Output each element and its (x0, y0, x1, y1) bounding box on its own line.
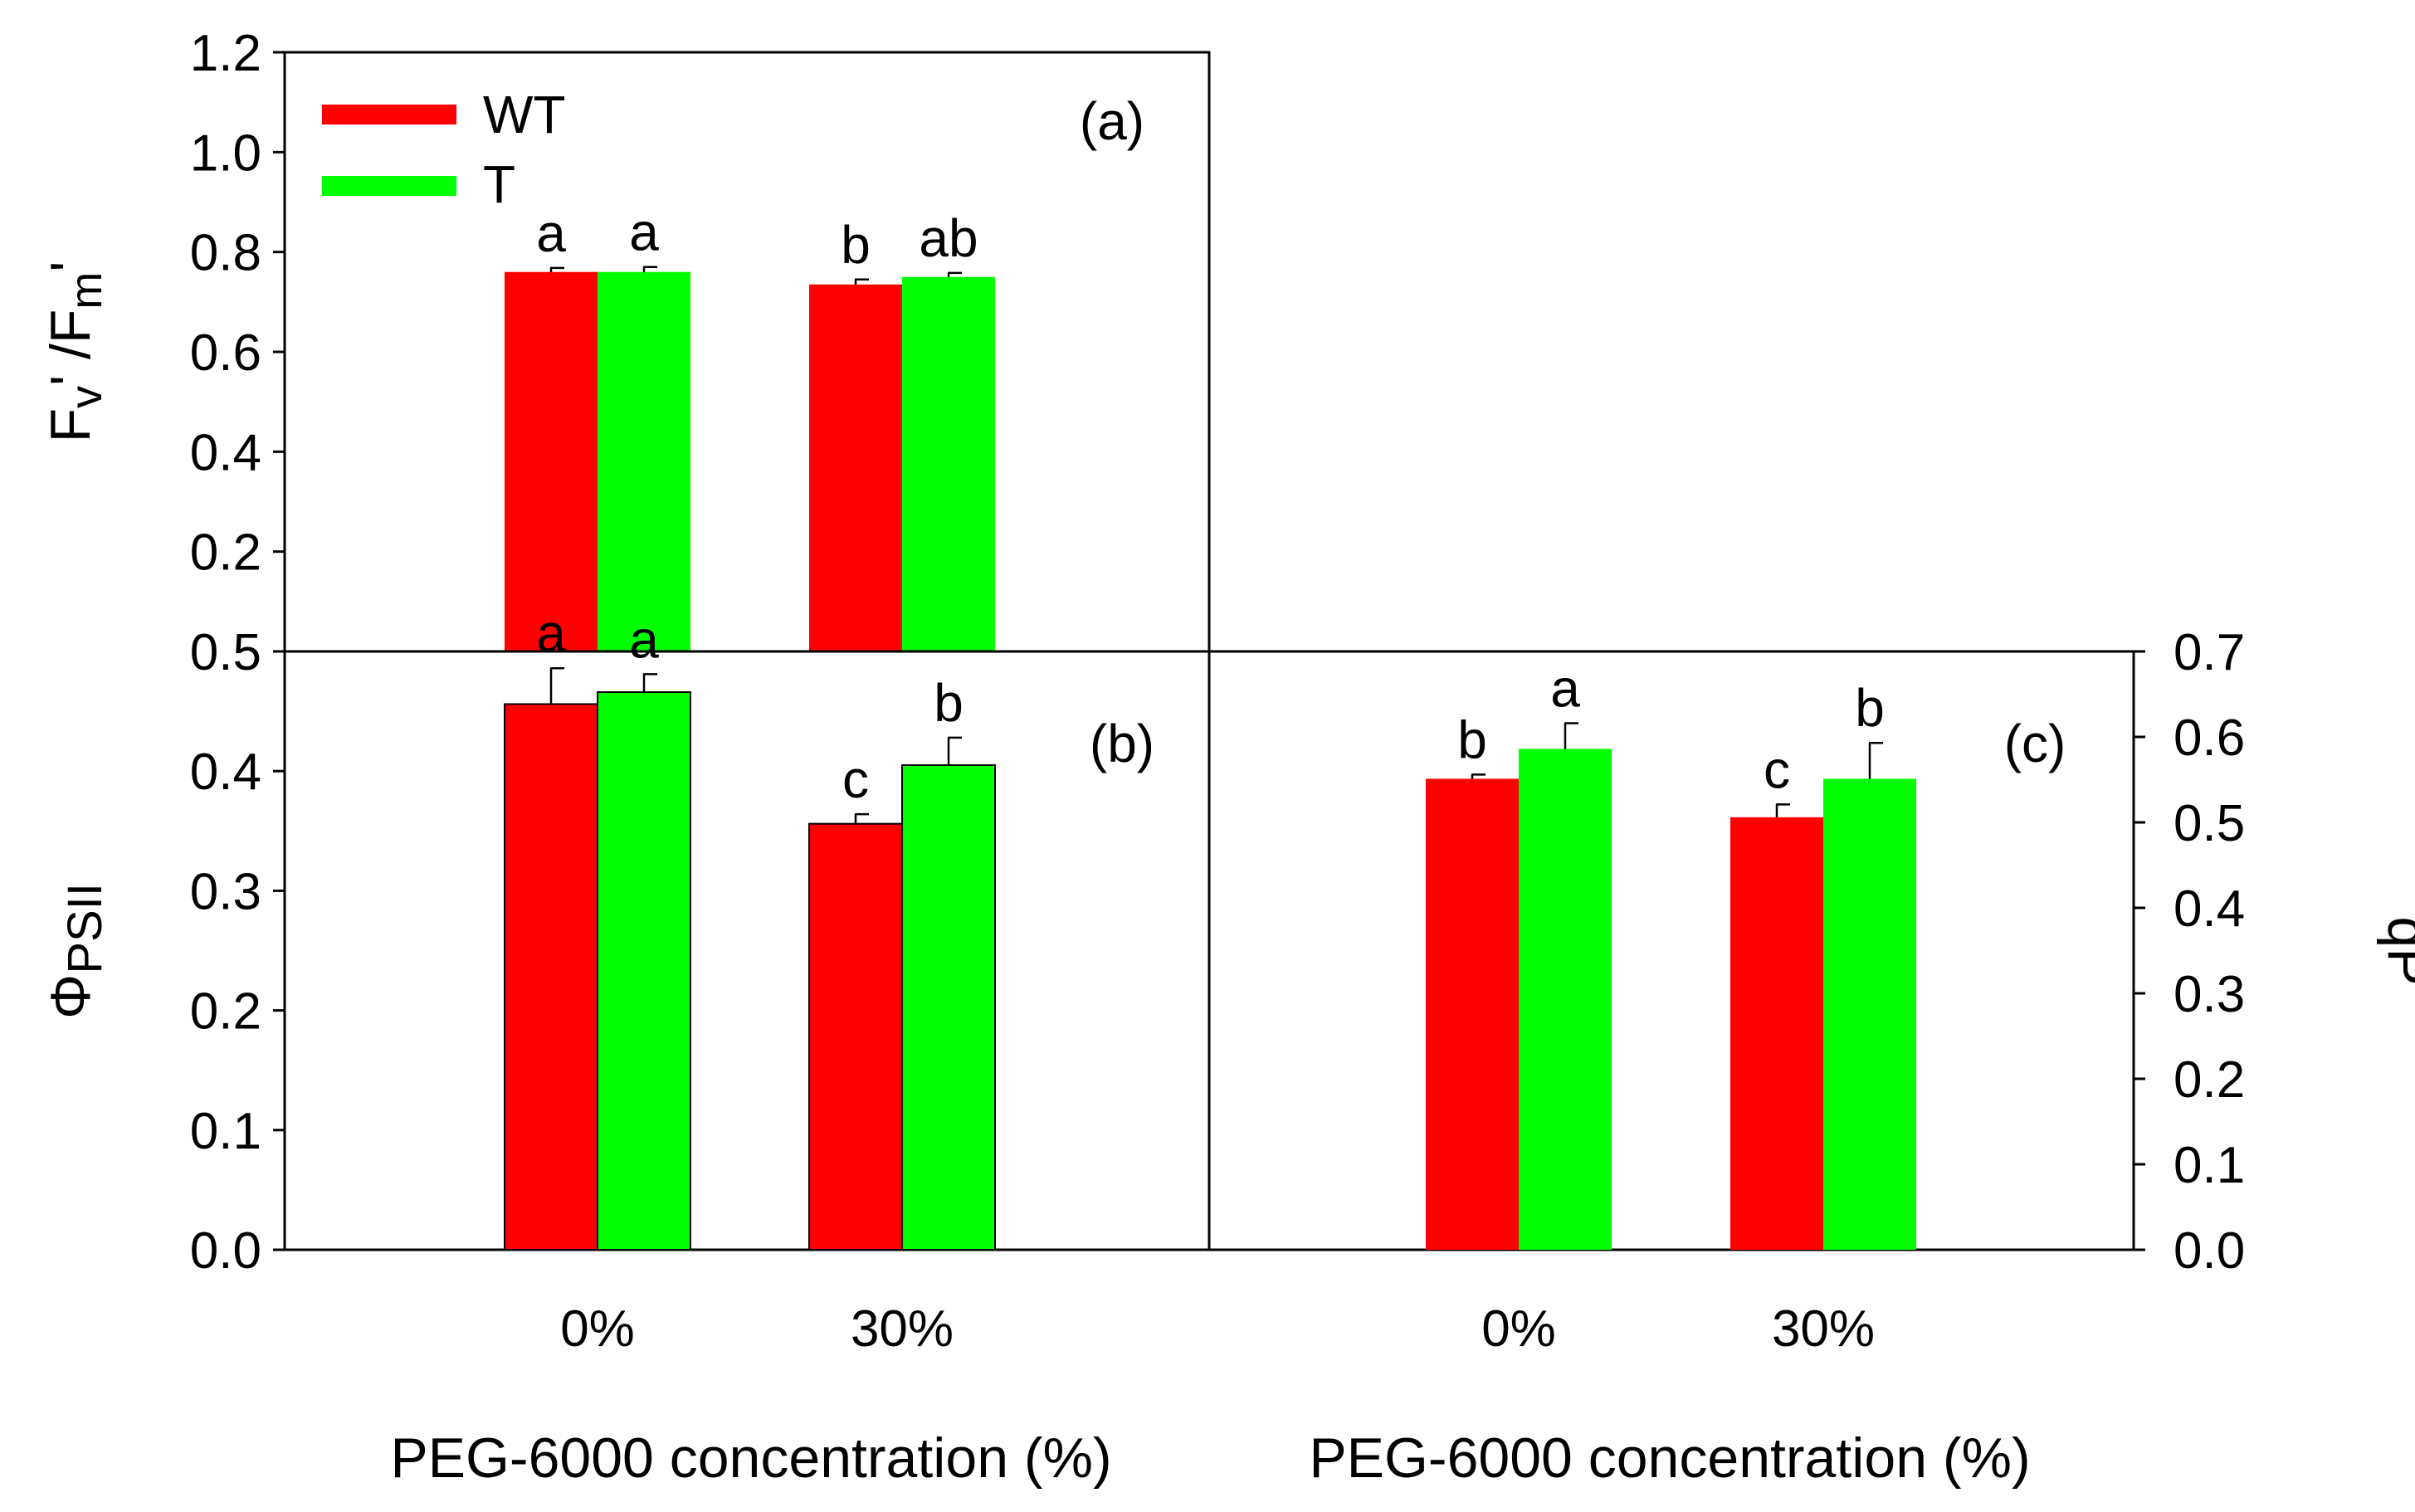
panel-c-y-axis-title: qP (2376, 916, 2415, 985)
panel-c-x-ticks: 0% 30% (1481, 1300, 1875, 1358)
x-tick-label: 30% (851, 1300, 954, 1358)
panel-b-frame (283, 650, 1211, 1251)
y-tick-label: 0.4 (2174, 880, 2245, 938)
y-tick-label: 0.4 (190, 744, 261, 801)
panel-c-bars: b c a b (1426, 659, 1916, 1250)
x-tick-label: 0% (1481, 1300, 1556, 1358)
bar-wt-1 (808, 822, 903, 1251)
significance-letter: b (841, 215, 871, 275)
bar-t-0 (597, 691, 691, 1251)
y-tick-label: 0.5 (2174, 795, 2245, 852)
y-tick-label: 0.2 (2174, 1051, 2245, 1109)
y-tick-label: 0.3 (190, 863, 261, 920)
y-tick-label: 0.1 (2174, 1137, 2245, 1194)
significance-letter: a (629, 609, 659, 669)
panel-b-x-axis-title: PEG-6000 concentration (%) (390, 1427, 1111, 1490)
legend-label-t: T (483, 154, 515, 214)
legend-swatch-t (322, 176, 456, 196)
panel-a-y-ticks: 0.2 0.4 0.6 0.8 1.0 1.2 (190, 25, 285, 653)
panel-a-ylabel-mid: ' /F (39, 310, 102, 386)
bar-wt-1 (809, 284, 902, 651)
y-tick-label: 0.7 (2174, 624, 2245, 681)
bar-t-1 (902, 276, 995, 651)
panel-a: a ba ab 0.20.40.60.81.01.2 (a) Fv' /Fm' WT… (39, 25, 1211, 653)
y-tick-label: 0.2 (190, 983, 261, 1041)
panel-c-frame (1208, 650, 2135, 1251)
panel-b-label: (b) (1090, 714, 1154, 773)
y-tick-label: 1.2 (190, 25, 261, 82)
panel-a-label: (a) (1080, 91, 1144, 151)
panel-b-bars: a c a b (504, 603, 996, 1251)
legend: WT T (322, 85, 566, 214)
bar-t-1 (1823, 778, 1916, 1250)
significance-letter: a (629, 202, 659, 262)
y-tick-label: 0.8 (190, 225, 261, 282)
panel-a-y-axis-title: Fv' /Fm' (39, 261, 111, 443)
y-tick-label: 0.2 (190, 524, 261, 582)
bar-wt-0 (1426, 778, 1519, 1250)
bar-t-0 (598, 271, 690, 651)
bar-t-1 (901, 763, 996, 1251)
significance-letter: a (1550, 659, 1580, 719)
significance-letter: ab (919, 208, 978, 268)
panel-a-frame (283, 51, 1211, 653)
significance-letter: a (536, 203, 566, 263)
panel-a-ylabel-sub-m: m (61, 272, 111, 310)
panel-a-ylabel-main: F (39, 408, 102, 443)
y-tick-label: 0.0 (2174, 1222, 2245, 1280)
y-tick-label: 0.5 (190, 624, 261, 681)
x-tick-label: 0% (560, 1300, 635, 1358)
significance-letter: c (1764, 739, 1790, 799)
bar-wt-1 (1730, 817, 1823, 1250)
bar-wt-0 (504, 703, 598, 1251)
bar-t-0 (1519, 749, 1612, 1250)
panel-a-bars: a ba ab (505, 202, 995, 651)
legend-label-wt: WT (483, 85, 566, 144)
panel-c-y-ticks: 0.0 0.1 0.2 0.3 0.4 0.5 0.6 0.7 (2134, 624, 2245, 1280)
panel-c-x-axis-title: PEG-6000 concentration (%) (1309, 1427, 2030, 1490)
panel-b-x-ticks: 0% 30% (560, 1300, 954, 1358)
panel-b-y-axis-title: ΦPSII (39, 883, 112, 1019)
y-tick-label: 0.0 (190, 1222, 261, 1280)
panel-c: bca b 0.00.10.20.30.40.50.60.7 0% 30% (c) … (1208, 624, 2415, 1490)
panel-b-ylabel-sub: PSII (58, 883, 112, 974)
panel-b-y-ticks: 0.0 0.1 0.2 0.3 0.4 0.5 (190, 624, 285, 1280)
y-tick-label: 0.6 (190, 324, 261, 382)
y-tick-label: 1.0 (190, 124, 261, 182)
x-tick-label: 30% (1772, 1300, 1875, 1358)
y-tick-label: 0.4 (190, 424, 261, 481)
panel-a-ylabel-sub-v: v (61, 386, 111, 408)
significance-letter: b (934, 673, 964, 733)
significance-letter: c (842, 749, 869, 809)
panel-a-ylabel-end: ' (39, 261, 102, 272)
panel-b-ylabel-main: Φ (39, 974, 102, 1019)
significance-letter: b (1457, 710, 1487, 769)
bar-wt-0 (505, 271, 598, 651)
significance-letter: a (536, 603, 566, 663)
y-tick-label: 0.6 (2174, 710, 2245, 767)
significance-letter: b (1855, 678, 1885, 738)
y-tick-label: 0.1 (190, 1103, 261, 1160)
panel-c-label: (c) (2004, 714, 2066, 773)
y-tick-label: 0.3 (2174, 966, 2245, 1023)
legend-swatch-wt (322, 105, 456, 124)
